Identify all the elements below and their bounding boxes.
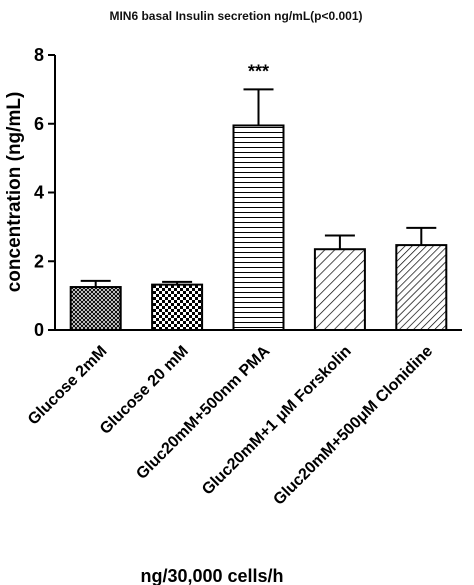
bar-5 [395, 244, 448, 331]
y-tick-label: 0 [34, 320, 44, 340]
y-tick-label: 2 [34, 251, 44, 271]
x-tick-label: Gluc20mM+1 μM Forskolin [199, 343, 355, 499]
y-tick-label: 4 [34, 183, 44, 203]
bar-1 [69, 286, 122, 331]
x-tick-label: Glucose 2mM [25, 343, 111, 429]
chart-title: MIN6 basal Insulin secretion ng/mL(p<0.0… [109, 9, 362, 23]
y-ticks: 0 2 4 6 8 [34, 45, 55, 340]
y-axis-label: concentration (ng/mL) [4, 92, 25, 293]
bar-3 [232, 124, 285, 331]
x-tick-label: Gluc20mM+500μM Clonidine [270, 343, 436, 509]
bars [69, 124, 448, 331]
x-tick-label: Gluc20mM+500nm PMA [133, 342, 273, 482]
significance-annotation: *** [248, 61, 269, 81]
bar-4 [313, 248, 366, 331]
annotations: *** [248, 61, 269, 81]
error-bars [80, 88, 437, 288]
x-tick-label: Glucose 20 mM [97, 343, 192, 438]
y-tick-label: 8 [34, 45, 44, 65]
bar-2 [151, 283, 204, 331]
y-tick-label: 6 [34, 114, 44, 134]
x-axis-label: ng/30,000 cells/h [140, 566, 283, 585]
